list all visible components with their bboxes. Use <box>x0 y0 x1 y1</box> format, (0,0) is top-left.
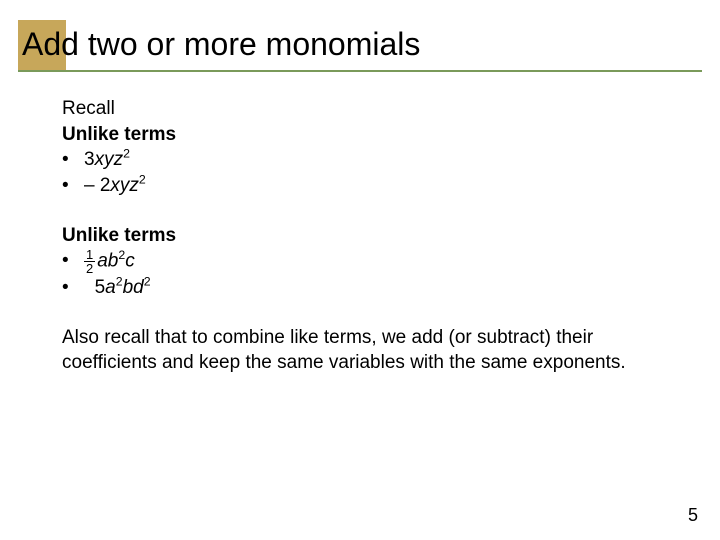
coef: 5 <box>95 277 106 298</box>
bullet-icon: • <box>62 147 74 173</box>
section-1: Recall Unlike terms • 3xyz2 • – 2xyz2 <box>62 96 672 199</box>
term: 1 2 ab2 c <box>84 248 135 275</box>
fraction-den: 2 <box>84 261 95 275</box>
coef: 3 <box>84 149 95 170</box>
page-number: 5 <box>688 505 698 526</box>
vars: bd <box>123 277 144 298</box>
title-bar: Add two or more monomials <box>0 20 720 72</box>
term: – 2xyz2 <box>84 173 146 199</box>
list-item: • – 2xyz2 <box>62 173 672 199</box>
exponent: 2 <box>139 173 146 187</box>
section1-heading: Unlike terms <box>62 122 672 148</box>
closing-paragraph: Also recall that to combine like terms, … <box>62 325 672 376</box>
term: 5a2bd2 <box>84 275 151 301</box>
fraction: 1 2 <box>84 248 95 275</box>
bullet-icon: • <box>62 275 74 301</box>
list-item: • 5a2bd2 <box>62 275 672 301</box>
vars: xyz <box>95 149 124 170</box>
exponent: 2 <box>116 275 123 289</box>
bullet-icon: • <box>62 248 74 274</box>
section-2: Unlike terms • 1 2 ab2c • 5a2bd2 <box>62 223 672 301</box>
bullet-icon: • <box>62 173 74 199</box>
vars: c <box>125 251 135 272</box>
exponent: 2 <box>123 147 130 161</box>
fraction-num: 1 <box>84 248 95 261</box>
exponent: 2 <box>144 275 151 289</box>
vars: ab <box>97 251 118 272</box>
slide-title: Add two or more monomials <box>22 26 420 63</box>
vars: xyz <box>110 175 139 196</box>
title-underline <box>18 70 702 72</box>
content-area: Recall Unlike terms • 3xyz2 • – 2xyz2 Un… <box>62 96 672 400</box>
list-item: • 1 2 ab2 c <box>62 248 672 275</box>
section2-heading: Unlike terms <box>62 223 672 249</box>
vars: a <box>105 277 116 298</box>
list-item: • 3xyz2 <box>62 147 672 173</box>
term: 3xyz2 <box>84 147 130 173</box>
coef: – 2 <box>84 175 110 196</box>
recall-label: Recall <box>62 96 672 122</box>
